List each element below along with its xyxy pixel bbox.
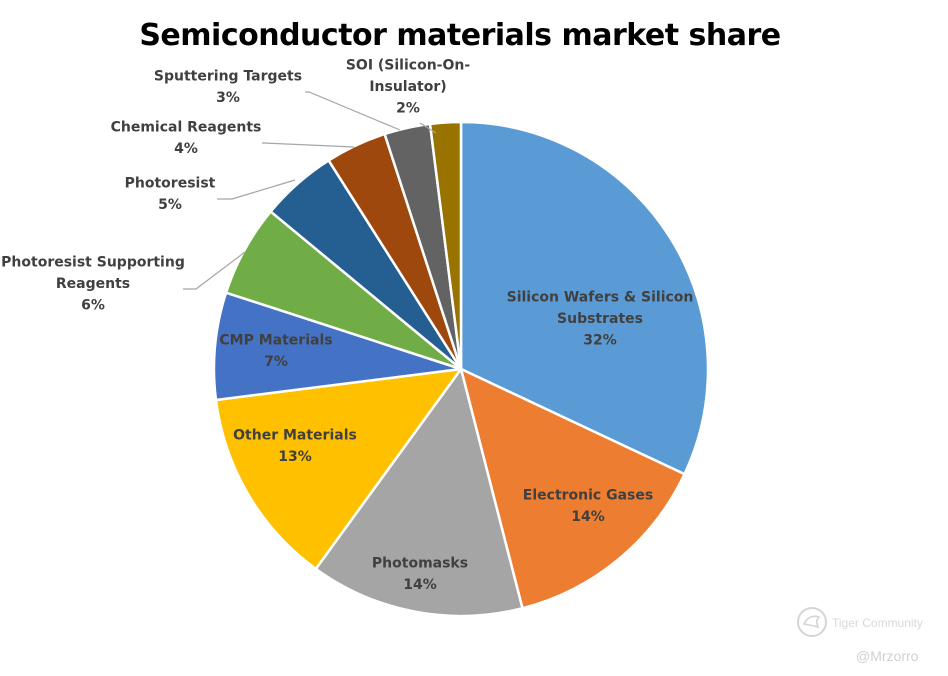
pie-slice bbox=[212, 291, 463, 402]
slice-value-label: 32% bbox=[583, 333, 617, 349]
slice-name-label: SOI (Silicon-On- bbox=[346, 58, 471, 74]
slice-value-label: 14% bbox=[571, 509, 605, 525]
pie-slice bbox=[314, 367, 524, 618]
leader-line bbox=[262, 142, 355, 148]
slice-name-label: Substrates bbox=[557, 311, 643, 327]
watermark-handle: @Mrzorro bbox=[856, 648, 919, 664]
watermark-brand: Tiger Community bbox=[832, 616, 923, 630]
slice-name-label: Photomasks bbox=[372, 555, 468, 571]
slice-value-label: 6% bbox=[81, 298, 105, 314]
slice-name-label: Photoresist bbox=[125, 175, 216, 191]
leader-line bbox=[419, 122, 437, 134]
leader-line bbox=[217, 179, 296, 200]
slice-value-label: 4% bbox=[174, 141, 198, 157]
leader-line bbox=[183, 251, 246, 290]
slice-value-label: 13% bbox=[278, 449, 312, 465]
slice-name-label: Insulator) bbox=[369, 79, 446, 95]
chart-title: Semiconductor materials market share bbox=[139, 18, 781, 53]
leader-lines bbox=[183, 91, 437, 290]
pie-slice bbox=[428, 120, 463, 371]
slice-name-label: Silicon Wafers & Silicon bbox=[507, 290, 694, 306]
slice-value-label: 7% bbox=[264, 354, 288, 370]
pie-slices bbox=[212, 120, 710, 618]
slice-name-label: Other Materials bbox=[233, 427, 357, 443]
slice-name-label: Chemical Reagents bbox=[111, 119, 262, 135]
slice-name-label: CMP Materials bbox=[219, 332, 332, 348]
slice-name-label: Electronic Gases bbox=[523, 487, 653, 503]
leader-line bbox=[305, 91, 401, 131]
pie-slice bbox=[459, 120, 710, 476]
slice-value-label: 14% bbox=[403, 577, 437, 593]
pie-slice bbox=[459, 367, 686, 610]
slice-name-label: Sputtering Targets bbox=[154, 68, 302, 84]
slice-labels: Silicon Wafers & Silicon Substrates 32% Ele… bbox=[1, 58, 693, 593]
pie-slice bbox=[214, 367, 463, 571]
slice-name-label: Photoresist Supporting bbox=[1, 255, 185, 271]
slice-value-label: 2% bbox=[396, 101, 420, 117]
slice-value-label: 3% bbox=[216, 90, 240, 106]
tiger-logo-icon bbox=[797, 607, 827, 637]
slice-name-label: Reagents bbox=[56, 276, 130, 292]
slice-value-label: 5% bbox=[158, 197, 182, 213]
